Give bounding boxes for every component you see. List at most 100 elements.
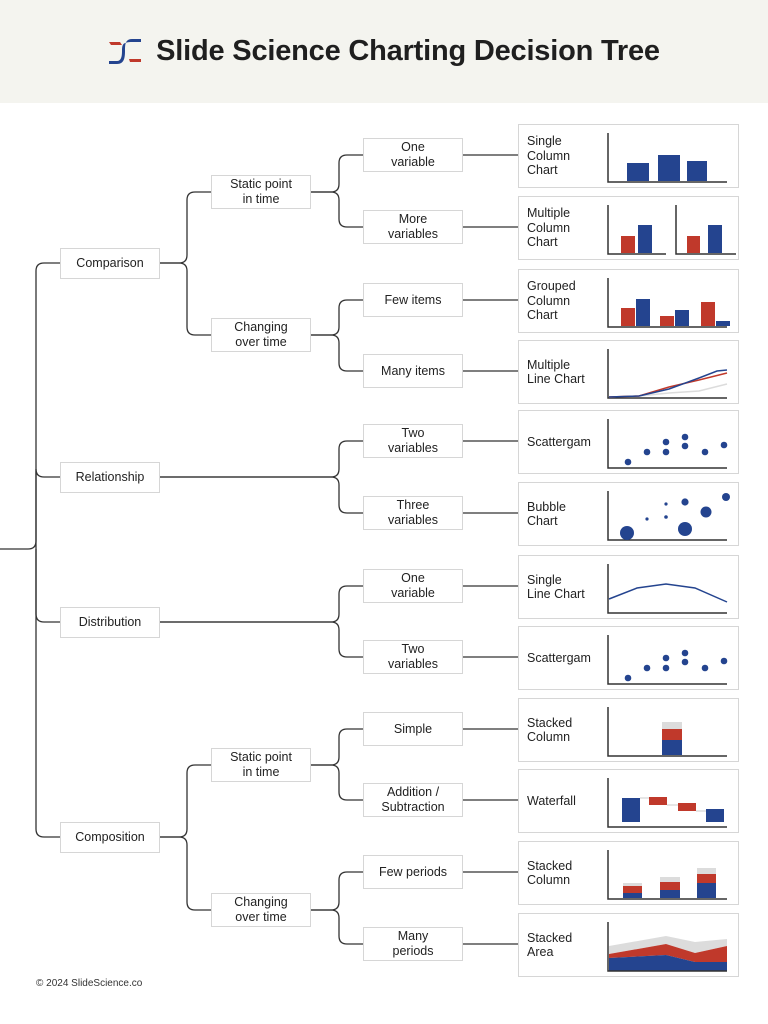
chart-bar (623, 886, 642, 893)
leaf-node: Few periods (363, 855, 463, 889)
chart-axis (607, 635, 727, 685)
slidescience-logo (109, 38, 142, 64)
chart-bubble (681, 498, 689, 506)
chart-name: Single Column Chart (527, 134, 571, 178)
chart-bubble (645, 517, 649, 521)
chart-card-bubble: Bubble Chart (518, 482, 739, 546)
chart-point (701, 448, 709, 456)
chart-name: Single Line Chart (527, 572, 585, 602)
chart-name: Multiple Line Chart (527, 357, 585, 387)
chart-bar (687, 161, 707, 181)
leaf-node: Two variables (363, 640, 463, 674)
branch-node: Changing over time (211, 318, 311, 352)
chart-name: Stacked Column (527, 858, 573, 888)
chart-point (662, 438, 670, 446)
leaf-node: Three variables (363, 496, 463, 530)
connector-line (160, 262, 211, 336)
connector-line (35, 549, 60, 838)
leaf-node: Few items (363, 283, 463, 317)
chart-point (624, 458, 632, 466)
chart-axis (607, 205, 666, 255)
chart-point (681, 649, 689, 657)
connector-line (310, 334, 363, 372)
category-composition: Composition (60, 821, 160, 853)
chart-bar (697, 868, 716, 874)
branch-node: Static point in time (211, 748, 311, 782)
chart-card-scatter: Scattergam (518, 410, 739, 474)
chart-thumbnail-scatter (607, 419, 728, 469)
chart-bar (649, 797, 667, 805)
chart-bar (662, 740, 682, 755)
chart-bar (660, 882, 680, 890)
leaf-node: Addition / Subtraction (363, 783, 463, 817)
connector-line (160, 836, 211, 911)
chart-card-single-line: Single Line Chart (518, 555, 739, 619)
connector-line (310, 764, 363, 801)
chart-axis (607, 133, 727, 183)
chart-card-multiple-line: Multiple Line Chart (518, 340, 739, 404)
chart-point (681, 433, 689, 441)
chart-point (662, 448, 670, 456)
chart-point (662, 664, 670, 672)
connector-line (160, 191, 211, 264)
leaf-node: More variables (363, 210, 463, 244)
chart-bar (660, 316, 674, 326)
chart-bar (623, 883, 642, 886)
chart-card-waterfall: Waterfall (518, 769, 739, 833)
leaf-node: Two variables (363, 424, 463, 458)
chart-thumbnail-stacked-column-single (607, 707, 727, 757)
chart-card-grouped-column: Grouped Column Chart (518, 269, 739, 333)
chart-bar (623, 893, 642, 898)
chart-name: Multiple Column Chart (527, 206, 571, 250)
chart-line (608, 583, 728, 603)
connector-line (310, 909, 363, 945)
leaf-node: One variable (363, 569, 463, 603)
chart-bar (662, 722, 682, 729)
chart-bar (708, 225, 722, 253)
chart-axis (607, 278, 727, 328)
branch-node: Changing over time (211, 893, 311, 927)
chart-bar (716, 321, 730, 326)
leaf-node: Many items (363, 354, 463, 388)
chart-card-stacked-column-single: Stacked Column (518, 698, 739, 762)
chart-name: Stacked Area (527, 930, 573, 960)
chart-axis (607, 564, 727, 614)
chart-bar (706, 809, 724, 822)
connector-line (310, 154, 363, 193)
chart-bubble (664, 502, 668, 506)
chart-name: Bubble Chart (527, 499, 566, 529)
chart-bar (660, 890, 680, 898)
area-series (609, 955, 727, 971)
chart-bar (658, 155, 680, 181)
chart-axis (607, 707, 727, 757)
chart-point (662, 654, 670, 662)
category-relationship: Relationship (60, 461, 160, 493)
chart-name: Waterfall (527, 793, 576, 808)
connector-line (35, 549, 60, 623)
chart-thumbnail-bubble (607, 491, 730, 541)
leaf-node: Simple (363, 712, 463, 746)
chart-thumbnail-waterfall (607, 778, 727, 828)
category-comparison: Comparison (60, 247, 160, 279)
chart-point (681, 442, 689, 450)
chart-name: Scattergam (527, 650, 591, 665)
chart-axis (675, 205, 736, 255)
area-series (609, 944, 727, 962)
chart-bar (697, 883, 716, 898)
chart-axis (607, 349, 727, 399)
chart-thumbnail-grouped-column (607, 278, 730, 328)
chart-axis (607, 850, 727, 900)
chart-thumbnail-multiple-line (607, 349, 728, 399)
chart-card-stacked-column: Stacked Column (518, 841, 739, 905)
leaf-node: One variable (363, 138, 463, 172)
chart-bubble (678, 522, 692, 536)
page-title: Slide Science Charting Decision Tree (156, 35, 660, 67)
chart-point (720, 657, 728, 665)
chart-thumbnail-single-line (607, 564, 728, 614)
chart-card-scatter: Scattergam (518, 626, 739, 690)
chart-axis (607, 922, 727, 972)
chart-card-stacked-area: Stacked Area (518, 913, 739, 977)
header: Slide Science Charting Decision Tree (0, 0, 768, 103)
chart-thumbnail-stacked-area (607, 922, 727, 972)
chart-card-single-column: Single Column Chart (518, 124, 739, 188)
